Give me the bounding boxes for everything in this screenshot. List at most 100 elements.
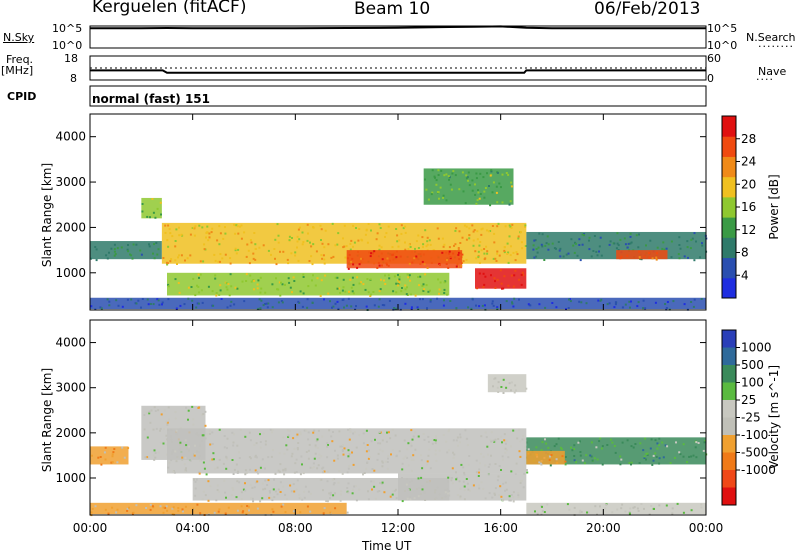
cpid-label: CPID [7, 90, 37, 103]
power-speckle [438, 288, 441, 291]
power-speckle [613, 242, 616, 245]
velocity-speckle [661, 441, 664, 444]
velocity-speckle [91, 507, 94, 510]
power-speckle [149, 216, 151, 219]
velocity-speckle [298, 493, 301, 496]
velocity-speckle [91, 454, 93, 457]
velocity-speckle [257, 472, 260, 475]
power-speckle [642, 299, 645, 302]
power-speckle [311, 279, 313, 282]
power-speckle [510, 274, 513, 277]
velocity-speckle [327, 444, 329, 446]
power-speckle [274, 257, 276, 260]
velocity-speckle [241, 511, 244, 514]
power-speckle [152, 211, 155, 214]
power-speckle [279, 294, 282, 297]
power-speckle [196, 284, 198, 287]
velocity-speckle [573, 459, 576, 462]
velocity-speckle [596, 513, 598, 516]
velocity-speckle [505, 488, 508, 491]
velocity-speckle [448, 428, 451, 431]
power-speckle [402, 227, 405, 230]
power-speckle [132, 243, 135, 246]
power-speckle [225, 286, 228, 289]
power-speckle [237, 232, 240, 235]
power-speckle [110, 247, 113, 250]
velocity-speckle [116, 508, 119, 511]
velocity-speckle [642, 449, 645, 452]
velocity-speckle [251, 486, 254, 489]
power-speckle [220, 298, 223, 300]
velocity-speckle [611, 511, 614, 514]
velocity-speckle [417, 477, 420, 480]
power-speckle [419, 298, 421, 301]
power-speckle [376, 232, 379, 235]
power-speckle [201, 301, 204, 304]
velocity-speckle [351, 492, 354, 495]
power-speckle [254, 247, 257, 250]
power-speckle [212, 304, 215, 307]
velocity-speckle [639, 442, 642, 445]
power-speckle [551, 242, 554, 245]
velocity-speckle [490, 440, 493, 443]
power-speckle [458, 230, 461, 233]
velocity-speckle [406, 448, 409, 451]
power-speckle [454, 229, 457, 232]
velocity-speckle [115, 511, 118, 514]
power-speckle [511, 302, 514, 305]
power-speckle [700, 298, 703, 300]
power-speckle [477, 189, 479, 192]
velocity-speckle [328, 492, 331, 495]
velocity-speckle [497, 475, 500, 478]
velocity-speckle [403, 439, 406, 442]
velocity-speckle [512, 496, 515, 499]
velocity-speckle [426, 460, 429, 463]
power-speckle [274, 238, 277, 241]
velocity-speckle [213, 511, 216, 514]
power-speckle [490, 169, 493, 172]
power-speckle [635, 234, 638, 237]
power-speckle [175, 307, 178, 310]
power-speckle [114, 253, 117, 256]
velocity-speckle [148, 412, 151, 415]
station-title: Kerguelen (fitACF) [92, 0, 247, 17]
velocity-speckle [452, 451, 454, 454]
velocity-speckle [240, 491, 243, 494]
velocity-speckle [322, 471, 325, 474]
velocity-speckle [206, 433, 209, 436]
velocity-speckle [629, 507, 632, 510]
power-speckle [541, 233, 544, 236]
velocity-speckle [658, 437, 661, 440]
velocity-speckle [336, 454, 339, 457]
velocity-speckle [305, 451, 308, 453]
velocity-speckle [643, 457, 646, 459]
power-speckle [701, 242, 703, 245]
power-speckle [438, 292, 440, 295]
velocity-speckle [442, 434, 445, 436]
velocity-speckle [429, 467, 432, 470]
power-speckle [384, 274, 387, 277]
power-speckle [195, 306, 198, 309]
power-speckle [518, 298, 520, 301]
power-speckle [679, 247, 682, 250]
power-speckle [596, 254, 599, 257]
velocity-speckle [619, 463, 622, 466]
velocity-speckle [282, 468, 285, 471]
power-speckle [379, 227, 382, 229]
power-speckle [168, 228, 171, 231]
power-speckle [463, 224, 466, 227]
velocity-speckle [212, 452, 215, 455]
velocity-speckle [339, 445, 342, 448]
power-speckle [196, 302, 199, 305]
power-speckle [638, 233, 640, 236]
power-speckle [541, 245, 544, 248]
power-speckle [296, 246, 298, 249]
power-speckle [466, 176, 469, 179]
velocity-speckle [579, 509, 582, 512]
velocity-speckle [387, 455, 390, 458]
velocity-speckle [434, 442, 437, 445]
nave-legend-line: .... [756, 70, 774, 83]
power-speckle [483, 248, 486, 250]
velocity-speckle [609, 438, 612, 441]
power-speckle [306, 239, 309, 242]
